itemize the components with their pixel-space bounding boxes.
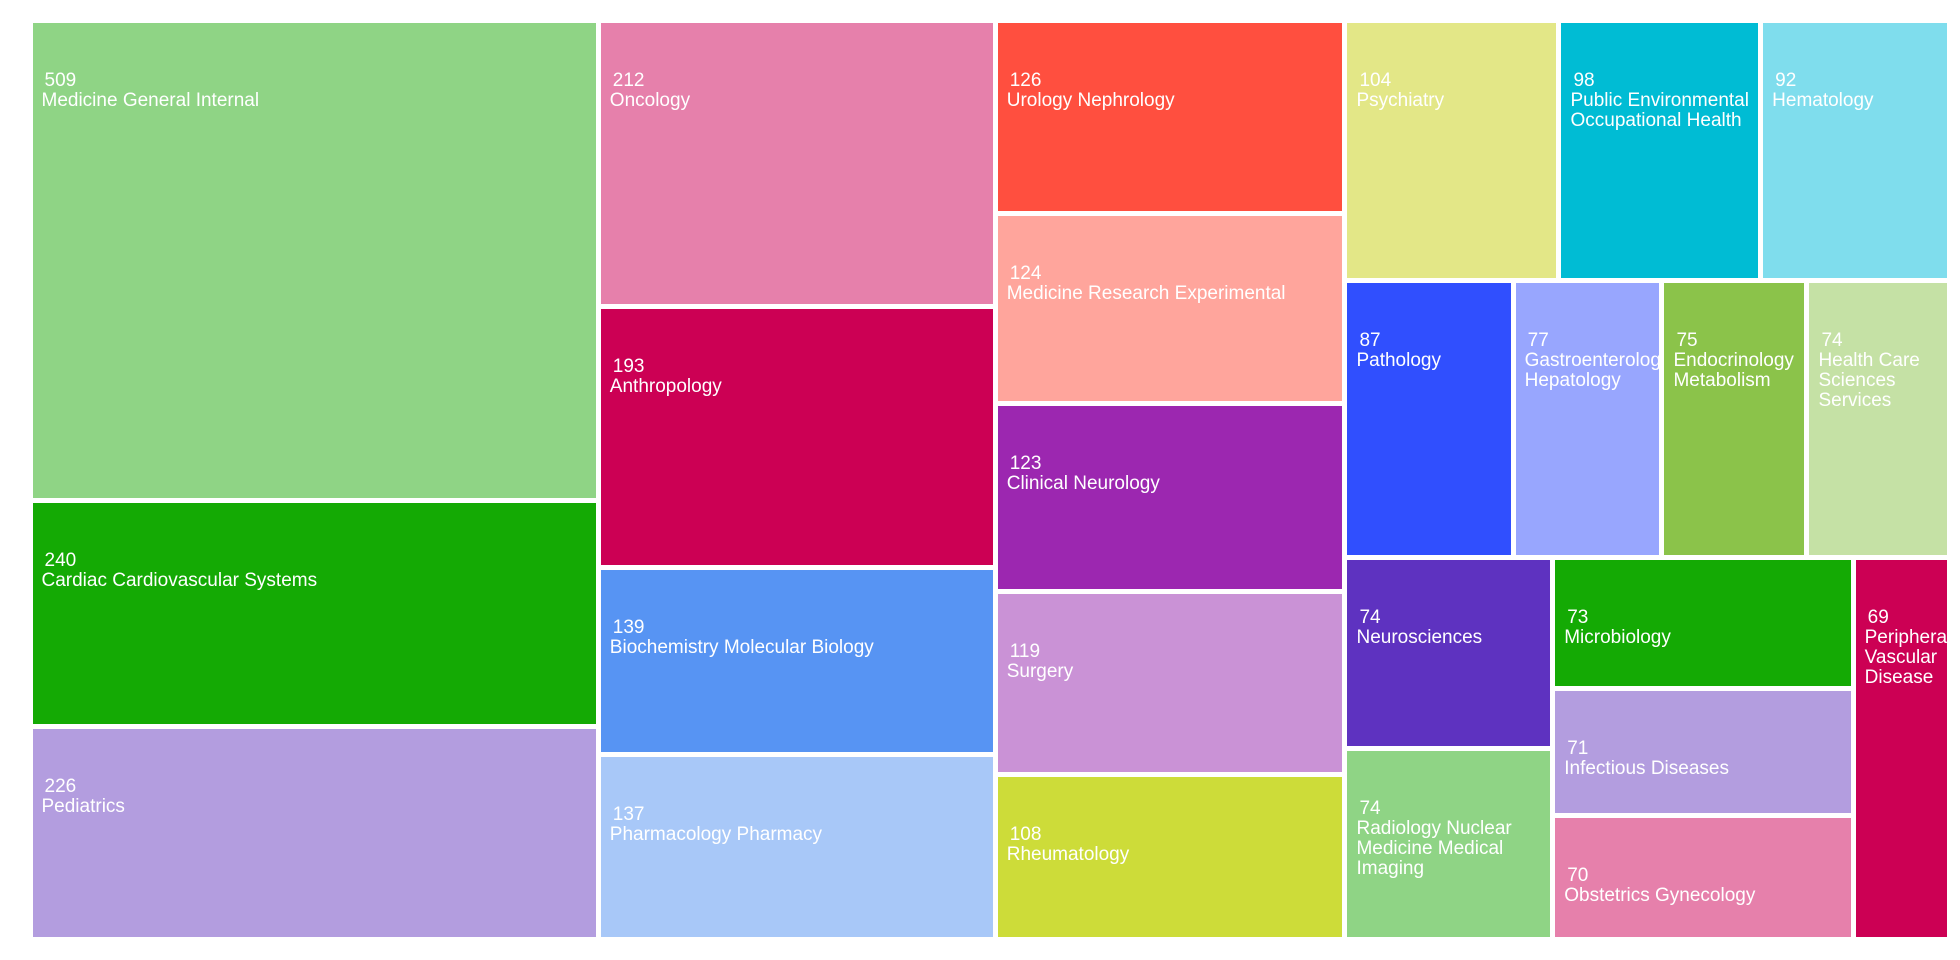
cell-label: Neurosciences	[1356, 627, 1483, 649]
cell-value: 77	[1527, 330, 1549, 352]
cell-label: Clinical Neurology	[1006, 472, 1160, 494]
treemap-cell: 98 Public Environmental Occupational Heal…	[1561, 22, 1759, 279]
cell-value: 108	[1009, 823, 1042, 845]
treemap-cell: 123 Clinical Neurology	[997, 405, 1343, 590]
cell-value: 104	[1359, 69, 1392, 91]
cell-value: 139	[612, 616, 645, 638]
cell-value: 92	[1775, 69, 1797, 91]
cell-label: Cardiac Cardiovascular Systems	[41, 569, 318, 591]
treemap-cell: 124 Medicine Research Experimental	[997, 215, 1343, 401]
cell-value: 87	[1359, 330, 1381, 352]
cell-label: Obstetrics Gynecology	[1564, 884, 1756, 906]
cell-label: Microbiology	[1564, 627, 1671, 649]
cell-value: 509	[44, 69, 77, 91]
cell-label: Oncology	[609, 89, 691, 111]
cell-label: Health Care Sciences Services	[1818, 350, 1920, 412]
treemap-cell: 126 Urology Nephrology	[997, 22, 1343, 211]
cell-label: Hematology	[1772, 89, 1874, 111]
cell-value: 212	[612, 69, 645, 91]
cell-value: 69	[1867, 607, 1889, 629]
treemap-cell: 240 Cardiac Cardiovascular Systems	[32, 502, 596, 725]
cell-value: 193	[612, 355, 645, 377]
cell-label: Pharmacology Pharmacy	[609, 824, 823, 846]
cell-label: Endocrinology Metabolism	[1673, 350, 1794, 392]
treemap-cell: 74 Radiology Nuclear Medicine Medical Ima…	[1347, 751, 1551, 938]
cell-label: Public Environmental Occupational Health	[1570, 89, 1749, 131]
cell-label: Rheumatology	[1006, 843, 1130, 865]
cell-value: 124	[1009, 262, 1042, 284]
cell-value: 240	[44, 549, 77, 571]
cell-label: Medicine Research Experimental	[1006, 282, 1286, 304]
cell-value: 73	[1567, 607, 1589, 629]
treemap-cell: 139 Biochemistry Molecular Biology	[600, 569, 993, 753]
cell-value: 226	[44, 776, 77, 798]
cell-value: 71	[1567, 737, 1589, 759]
cell-label: Gastroenterology Hepatology	[1524, 350, 1660, 392]
treemap-cell: 75 Endocrinology Metabolism	[1664, 283, 1805, 556]
cell-value: 75	[1676, 330, 1698, 352]
treemap-cell: 108 Rheumatology	[997, 776, 1343, 938]
cell-value: 123	[1009, 452, 1042, 474]
treemap-cell: 104 Psychiatry	[1347, 22, 1557, 279]
cell-label: Surgery	[1006, 661, 1074, 683]
treemap-cell: 74 Neurosciences	[1347, 560, 1551, 747]
treemap-cell: 509 Medicine General Internal	[32, 22, 596, 498]
treemap-cell: 212 Oncology	[600, 22, 993, 304]
cell-value: 137	[612, 804, 645, 826]
treemap-cell: 71 Infectious Diseases	[1555, 690, 1851, 813]
treemap-cell: 73 Microbiology	[1555, 560, 1851, 686]
cell-value: 74	[1359, 607, 1381, 629]
cell-label: Biochemistry Molecular Biology	[609, 636, 874, 658]
cell-label: Infectious Diseases	[1564, 757, 1729, 779]
cell-label: Psychiatry	[1356, 89, 1445, 111]
cell-value: 74	[1359, 798, 1381, 820]
cell-label: Anthropology	[609, 375, 722, 397]
cell-label: Urology Nephrology	[1006, 89, 1175, 111]
cell-value: 126	[1009, 69, 1042, 91]
cell-label: Medicine General Internal	[41, 89, 260, 111]
treemap-cell: 69 Peripheral Vascular Disease	[1855, 560, 1948, 938]
cell-label: Peripheral Vascular Disease	[1864, 627, 1948, 689]
treemap-cell: 119 Surgery	[997, 594, 1343, 772]
cell-value: 74	[1821, 330, 1843, 352]
cell-label: Pathology	[1356, 350, 1441, 372]
cell-label: Radiology Nuclear Medicine Medical Imagi…	[1356, 818, 1512, 880]
treemap-cell: 226 Pediatrics	[32, 729, 596, 938]
treemap-cell: 92 Hematology	[1763, 22, 1948, 279]
treemap-cell: 193 Anthropology	[600, 308, 993, 565]
treemap-cell: 137 Pharmacology Pharmacy	[600, 757, 993, 938]
treemap-cell: 70 Obstetrics Gynecology	[1555, 817, 1851, 938]
cell-value: 98	[1573, 69, 1595, 91]
treemap-cell: 74 Health Care Sciences Services	[1809, 283, 1948, 556]
treemap-cell: 87 Pathology	[1347, 283, 1511, 556]
cell-value: 70	[1567, 864, 1589, 886]
cell-value: 119	[1009, 641, 1041, 663]
cell-label: Pediatrics	[41, 796, 125, 818]
treemap-cell: 77 Gastroenterology Hepatology	[1515, 283, 1660, 556]
